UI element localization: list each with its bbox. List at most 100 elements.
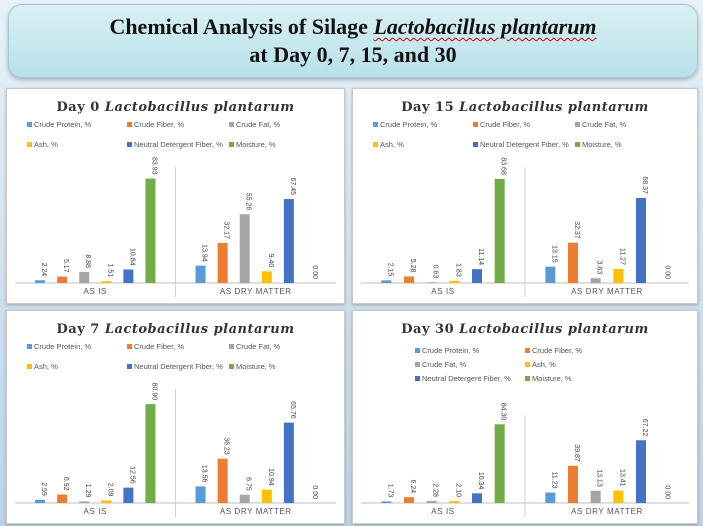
data-label-crude-fiber-as-dry-matter: 36.23: [223, 437, 230, 455]
legend-label-crude-fiber: Crude Fiber, %: [532, 346, 582, 355]
legend-label-crude-protein: Crude Protein, %: [34, 342, 91, 351]
chart-title-day: Day 15: [401, 100, 459, 115]
data-label-crude-fiber-as-dry-matter: 32.17: [223, 221, 230, 239]
chart-title-day: Day 0: [57, 100, 105, 115]
data-label-neutral-detergent-fiber-as-dry-matter: 67.45: [289, 178, 296, 196]
category-label-as-dry-matter: AS DRY MATTER: [220, 507, 292, 516]
data-label-crude-fat-as-is: 2.28: [432, 483, 439, 497]
bar-moisture-as-is: [494, 424, 505, 503]
page-title: Chemical Analysis of Silage Lactobacillu…: [9, 13, 697, 41]
legend-label-neutral-detergent-fiber: Neutral Detergent Fiber, %: [422, 374, 511, 383]
bar-crude-fat-as-dry-matter: [239, 494, 250, 503]
chart-svg: Day 0 Lactobacillus plantarum Crude Prote…: [15, 100, 336, 297]
chart-panel-day30: Day 30 Lactobacillus plantarum Crude Prot…: [352, 310, 698, 524]
chart-title-species: Lactobacillus plantarum: [104, 322, 295, 337]
legend-label-moisture: Moisture, %: [582, 140, 622, 149]
bar-ash-as-dry-matter: [613, 490, 624, 503]
data-label-ash-as-is: 1.51: [106, 263, 113, 277]
bar-neutral-detergent-fiber-as-is: [123, 269, 134, 283]
bar-crude-protein-as-dry-matter: [545, 492, 556, 503]
category-label-as-is: AS IS: [431, 287, 454, 296]
legend-swatch-crude-fat: [575, 122, 580, 127]
data-label-neutral-detergent-fiber-as-dry-matter: 65.76: [289, 401, 296, 419]
bar-crude-protein-as-is: [35, 499, 46, 503]
data-label-crude-fat-as-dry-matter: 13.13: [596, 469, 603, 487]
legend-label-crude-fat: Crude Fat, %: [236, 120, 281, 129]
legend-label-crude-fat: Crude Fat, %: [236, 342, 281, 351]
bar-crude-fat-as-is: [426, 282, 437, 283]
page-subtitle: at Day 0, 7, 15, and 30: [249, 42, 457, 67]
bar-ash-as-is: [101, 500, 112, 503]
legend-label-crude-fiber: Crude Fiber, %: [480, 120, 530, 129]
category-label-as-dry-matter: AS DRY MATTER: [220, 287, 292, 296]
bar-neutral-detergent-fiber-as-dry-matter: [283, 422, 294, 503]
bar-ash-as-is: [101, 281, 112, 283]
data-label-moisture-as-is: 83.93: [150, 157, 157, 175]
data-label-ash-as-dry-matter: 9.40: [267, 254, 274, 268]
data-label-crude-fiber-as-is: 5.17: [62, 259, 69, 273]
data-label-moisture-as-dry-matter: 0.00: [664, 485, 671, 499]
bar-crude-fiber-as-dry-matter: [568, 465, 578, 503]
legend-label-moisture: Moisture, %: [236, 362, 276, 371]
bar-ash-as-dry-matter: [613, 268, 624, 283]
legend-label-ash: Ash, %: [34, 362, 58, 371]
legend-label-crude-fat: Crude Fat, %: [422, 360, 467, 369]
data-label-neutral-detergent-fiber-as-dry-matter: 68.37: [641, 176, 648, 194]
legend-swatch-neutral-detergent-fiber: [127, 142, 132, 147]
data-label-moisture-as-is: 80.90: [150, 383, 157, 401]
bar-crude-fat-as-is: [79, 501, 90, 503]
chart-svg: Day 30 Lactobacillus plantarum Crude Prot…: [361, 322, 689, 517]
data-label-crude-fiber-as-dry-matter: 32.37: [573, 221, 580, 239]
category-label-as-is: AS IS: [431, 507, 454, 516]
legend-label-crude-fiber: Crude Fiber, %: [134, 120, 184, 129]
legend-swatch-neutral-detergent-fiber: [127, 364, 132, 369]
legend-label-ash: Ash, %: [380, 140, 404, 149]
chart-panel-day7: Day 7 Lactobacillus plantarum Crude Prote…: [6, 310, 345, 524]
data-label-moisture-as-dry-matter: 0.00: [664, 265, 671, 279]
data-label-ash-as-is: 1.83: [454, 263, 461, 277]
bar-crude-protein-as-dry-matter: [195, 265, 206, 283]
legend-label-moisture: Moisture, %: [532, 374, 572, 383]
legend-label-crude-protein: Crude Protein, %: [422, 346, 479, 355]
legend-swatch-moisture: [575, 142, 580, 147]
category-label-as-is: AS IS: [84, 507, 107, 516]
category-label-as-is: AS IS: [84, 287, 107, 296]
chart-title-day: Day 7: [57, 322, 105, 337]
chart-title-species: Lactobacillus plantarum: [458, 322, 649, 337]
data-label-ash-as-dry-matter: 11.27: [618, 248, 625, 265]
legend-swatch-crude-fiber: [127, 122, 132, 127]
data-label-neutral-detergent-fiber-as-is: 12.56: [128, 466, 135, 484]
data-label-moisture-as-is: 84.30: [500, 403, 507, 421]
data-label-crude-protein-as-dry-matter: 13.94: [201, 244, 208, 262]
chart-panel-day0: Day 0 Lactobacillus plantarum Crude Prote…: [6, 88, 345, 304]
bar-crude-fiber-as-is: [57, 276, 68, 283]
chart-title: Day 15 Lactobacillus plantarum: [401, 100, 649, 115]
bar-neutral-detergent-fiber-as-is: [123, 487, 134, 503]
data-label-crude-protein-as-is: 1.73: [386, 484, 393, 498]
page-title-prefix: Chemical Analysis of Silage: [109, 14, 374, 39]
legend-swatch-crude-fiber: [473, 122, 478, 127]
data-label-crude-fiber-as-dry-matter: 39.87: [573, 444, 580, 462]
data-label-moisture-as-dry-matter: 0.00: [311, 485, 318, 499]
data-label-crude-fiber-as-is: 5.28: [409, 259, 416, 273]
data-label-crude-fat-as-is: 0.63: [432, 265, 439, 279]
bar-moisture-as-is: [145, 404, 156, 503]
bar-neutral-detergent-fiber-as-dry-matter: [636, 440, 646, 503]
data-label-ash-as-dry-matter: 13.41: [618, 469, 625, 487]
bar-crude-protein-as-dry-matter: [195, 486, 206, 503]
chart-svg: Day 15 Lactobacillus plantarum Crude Prot…: [361, 100, 689, 297]
legend-swatch-ash: [27, 142, 32, 147]
legend-swatch-ash: [27, 364, 32, 369]
data-label-crude-protein-as-is: 2.59: [40, 482, 47, 496]
bar-crude-fiber-as-is: [404, 276, 414, 283]
data-label-neutral-detergent-fiber-as-is: 11.14: [477, 248, 484, 265]
data-label-ash-as-is: 2.10: [454, 483, 461, 497]
bar-ash-as-dry-matter: [261, 271, 272, 283]
legend-swatch-ash: [373, 142, 378, 147]
data-label-neutral-detergent-fiber-as-is: 10.84: [128, 248, 135, 266]
data-label-crude-protein-as-dry-matter: 13.15: [550, 245, 557, 263]
legend-swatch-crude-protein: [373, 122, 378, 127]
bar-neutral-detergent-fiber-as-dry-matter: [636, 197, 646, 283]
bar-crude-protein-as-is: [381, 280, 392, 283]
legend-label-moisture: Moisture, %: [236, 140, 276, 149]
